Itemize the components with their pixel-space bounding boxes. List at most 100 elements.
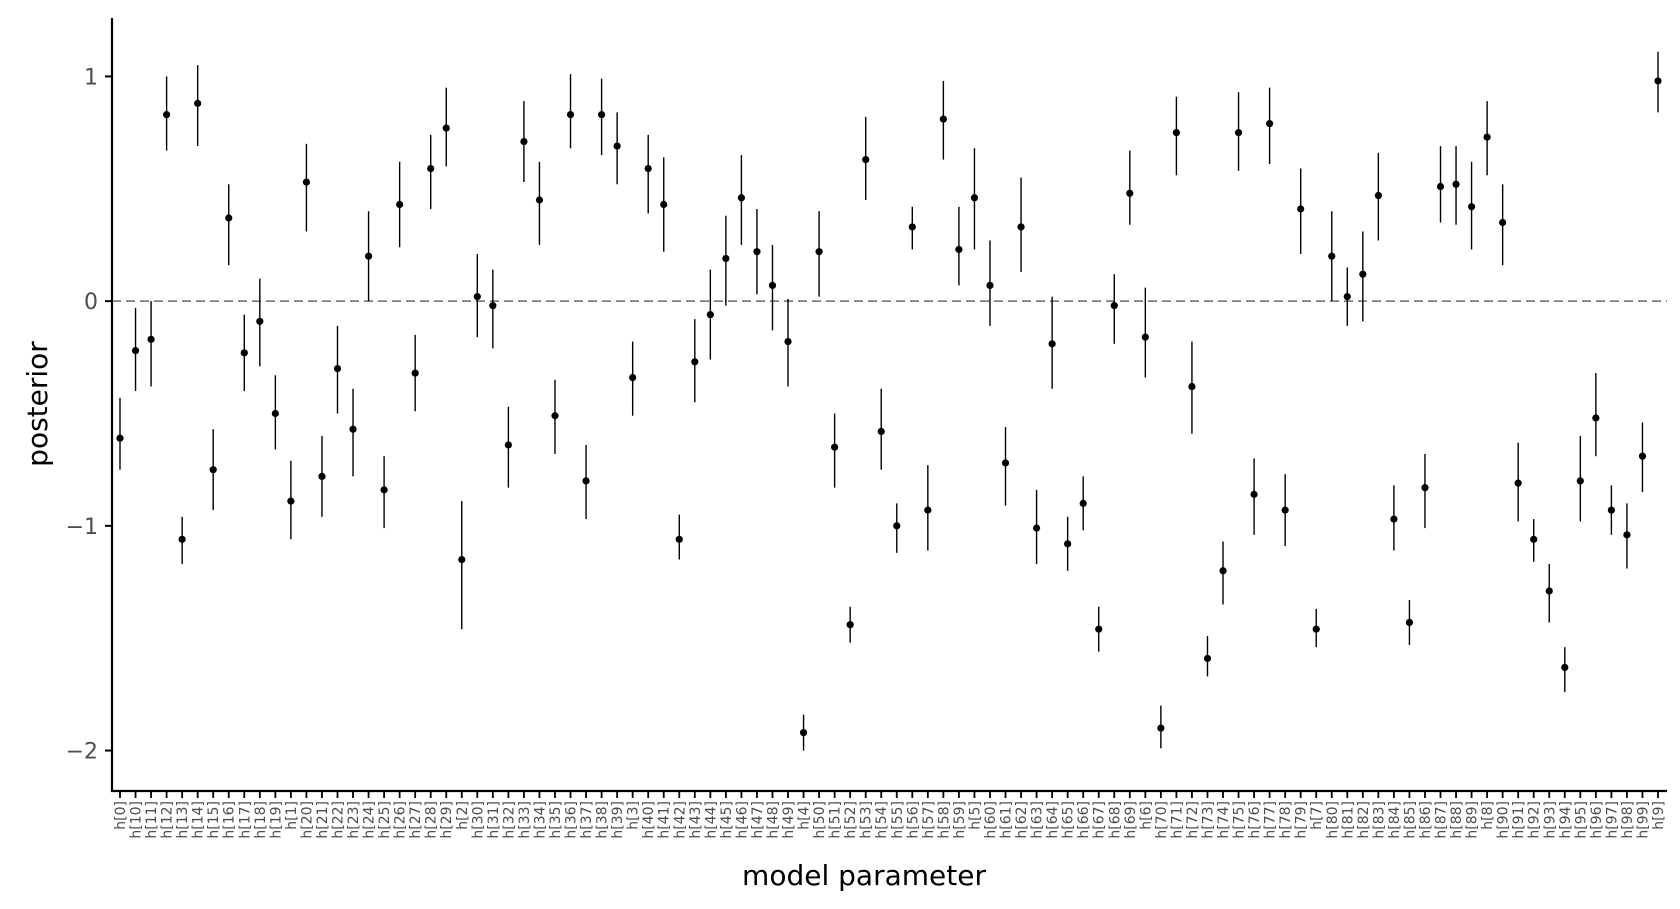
posterior-mean-point [644, 164, 652, 173]
x-tick-label: h[97] [1604, 801, 1620, 839]
x-tick-label: h[69] [1123, 801, 1139, 839]
x-tick-label: h[57] [921, 801, 937, 839]
x-tick-label: h[24] [362, 801, 378, 839]
x-tick-label: h[82] [1356, 801, 1372, 839]
x-tick-label: h[11] [144, 801, 160, 839]
posterior-mean-point [862, 155, 870, 164]
x-tick-label: h[63] [1030, 801, 1046, 839]
x-tick-label: h[4] [797, 801, 813, 830]
posterior-mean-point [846, 621, 854, 629]
x-tick-label: h[64] [1045, 801, 1061, 839]
posterior-mean-point [1017, 223, 1025, 231]
x-tick-label: h[20] [299, 801, 315, 839]
posterior-mean-point [504, 441, 512, 449]
posterior-mean-point [1001, 459, 1010, 467]
x-tick-label: h[55] [890, 801, 906, 839]
x-tick-label: h[95] [1573, 801, 1589, 839]
posterior-mean-point [1436, 182, 1445, 191]
posterior-mean-point [1452, 180, 1460, 188]
x-tick-label: h[29] [439, 801, 455, 839]
posterior-mean-point [520, 137, 528, 146]
posterior-mean-point [1079, 499, 1087, 507]
x-tick-label: h[25] [377, 801, 393, 839]
x-tick-label: h[53] [859, 801, 875, 839]
x-tick-label: h[74] [1216, 801, 1232, 839]
x-tick-label: h[73] [1200, 801, 1216, 839]
x-tick-label: h[87] [1434, 801, 1450, 839]
x-axis-ticks: h[0] h[10] h[11] h[12] h[13] h[14] h[15] h[16] h… [113, 791, 1667, 839]
posterior-mean-point [784, 337, 792, 346]
posterior-mean-point [1281, 506, 1289, 514]
posterior-mean-point [566, 111, 575, 119]
posterior-mean-point [1141, 333, 1149, 341]
x-tick-label: h[48] [765, 801, 781, 839]
x-tick-label: h[39] [610, 801, 626, 839]
x-tick-label: h[75] [1232, 801, 1248, 839]
posterior-mean-point [675, 535, 683, 543]
posterior-mean-point [939, 115, 947, 123]
posterior-mean-point [411, 369, 419, 377]
x-tick-label: h[59] [952, 801, 968, 839]
x-tick-label: h[43] [688, 801, 704, 839]
y-tick-label: 0 [84, 290, 98, 315]
posterior-mean-point [1172, 129, 1181, 137]
posterior-mean-point [1623, 531, 1631, 539]
x-tick-label: h[36] [564, 801, 580, 839]
x-tick-label: h[89] [1465, 801, 1481, 839]
posterior-mean-point [924, 506, 932, 514]
posterior-mean-point [1514, 479, 1522, 487]
posterior-mean-point [271, 409, 279, 418]
posterior-mean-point [737, 194, 746, 202]
x-tick-label: h[93] [1542, 801, 1558, 839]
posterior-mean-point [1312, 625, 1320, 633]
posterior-mean-point [1234, 129, 1243, 137]
posterior-mean-point [582, 477, 590, 485]
posterior-mean-point [458, 555, 466, 564]
posterior-mean-point [908, 223, 916, 231]
x-tick-label: h[70] [1154, 801, 1170, 839]
x-tick-label: h[6] [1138, 801, 1154, 830]
x-tick-label: h[44] [703, 801, 719, 839]
posterior-mean-point [691, 358, 699, 366]
x-tick-label: h[34] [532, 801, 548, 839]
x-tick-label: h[15] [206, 801, 222, 839]
x-tick-label: h[79] [1294, 801, 1310, 839]
posterior-mean-point [473, 293, 481, 301]
posterior-mean-point [396, 200, 404, 209]
x-tick-label: h[5] [967, 801, 983, 830]
posterior-mean-point [1467, 203, 1476, 211]
posterior-mean-point [955, 245, 963, 254]
posterior-mean-point [1405, 618, 1414, 627]
x-tick-label: h[56] [905, 801, 921, 839]
x-tick-label: h[40] [641, 801, 657, 839]
posterior-mean-point [1530, 535, 1538, 543]
posterior-mean-point [893, 522, 901, 530]
x-tick-label: h[71] [1169, 801, 1185, 839]
x-tick-label: h[78] [1278, 801, 1294, 839]
x-tick-label: h[17] [237, 801, 253, 839]
posterior-mean-point [1157, 724, 1165, 732]
y-axis-title: posterior [21, 341, 54, 467]
x-tick-label: h[42] [672, 801, 688, 839]
x-tick-label: h[12] [160, 801, 176, 839]
posterior-mean-point [225, 214, 233, 222]
x-tick-label: h[38] [595, 801, 611, 839]
x-tick-label: h[62] [1014, 801, 1030, 839]
x-tick-label: h[3] [626, 801, 642, 830]
posterior-mean-point [1266, 120, 1274, 128]
posterior-mean-point [1576, 477, 1584, 485]
posterior-mean-point [427, 164, 435, 173]
x-tick-label: h[18] [253, 801, 269, 839]
posterior-mean-point [442, 124, 450, 132]
posterior-mean-point [613, 142, 621, 150]
x-tick-label: h[92] [1527, 801, 1543, 839]
posterior-mean-point [1638, 452, 1647, 460]
x-tick-label: h[1] [284, 801, 300, 830]
posterior-mean-point [1064, 540, 1072, 548]
x-tick-label: h[27] [408, 801, 424, 839]
posterior-mean-point [1483, 133, 1491, 141]
posterior-mean-point [1126, 189, 1134, 197]
posterior-mean-point [1048, 340, 1056, 348]
posterior-mean-point [147, 335, 155, 343]
posterior-mean-point [1203, 654, 1212, 663]
